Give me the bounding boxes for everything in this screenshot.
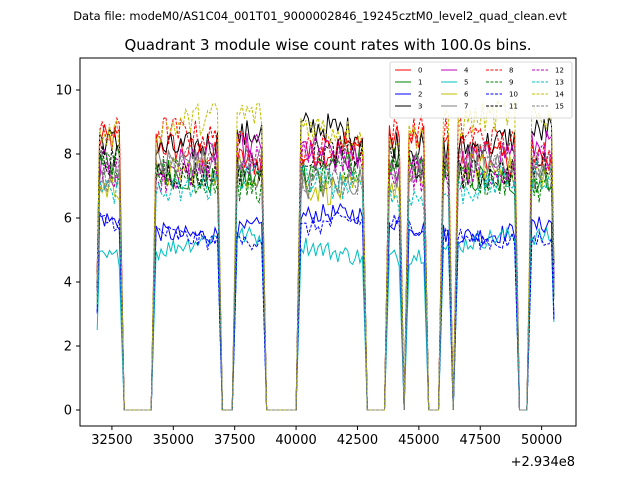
x-tick-label: 42500 [337, 433, 378, 448]
series-layer [96, 100, 555, 411]
series-line-11 [96, 135, 555, 411]
legend-label-15: 15 [555, 103, 564, 111]
legend-label-13: 13 [555, 79, 564, 87]
x-tick-label: 45000 [398, 433, 439, 448]
x-axis: 32500 35000 37500 40000 42500 45000 47500 50000 [91, 426, 562, 448]
chart-title: Quadrant 3 module wise count rates with … [124, 36, 531, 54]
y-tick-label: 8 [64, 148, 72, 163]
y-axis: 0 2 4 6 8 10 [55, 84, 80, 419]
legend-label-9: 9 [509, 79, 513, 87]
legend-label-3: 3 [418, 103, 422, 111]
series-line-1 [96, 142, 555, 411]
x-offset-label: +2.934e8 [511, 455, 575, 470]
series-line-9 [96, 151, 555, 411]
series-line-12 [96, 141, 555, 411]
legend-label-4: 4 [464, 67, 469, 75]
legend-label-7: 7 [464, 103, 468, 111]
series-line-8 [96, 114, 555, 411]
legend-label-5: 5 [464, 79, 468, 87]
legend-label-2: 2 [418, 91, 422, 99]
series-line-4 [96, 130, 555, 411]
y-tick-label: 0 [64, 404, 72, 419]
x-tick-label: 40000 [275, 433, 316, 448]
y-tick-label: 6 [64, 212, 72, 227]
legend-label-6: 6 [464, 91, 469, 99]
legend-label-10: 10 [509, 91, 518, 99]
series-line-13 [96, 160, 555, 411]
legend-label-14: 14 [555, 91, 564, 99]
legend-label-8: 8 [509, 67, 513, 75]
x-tick-label: 32500 [91, 433, 132, 448]
legend-label-11: 11 [509, 103, 518, 111]
x-tick-label: 50000 [521, 433, 562, 448]
x-tick-label: 37500 [214, 433, 255, 448]
y-tick-label: 4 [64, 276, 72, 291]
legend-label-12: 12 [555, 67, 564, 75]
x-tick-label: 47500 [460, 433, 501, 448]
plot-frame [79, 57, 577, 427]
series-line-14 [96, 100, 555, 411]
chart-suptitle: Data file: modeM0/AS1C04_001T01_90000028… [73, 9, 567, 23]
legend-label-0: 0 [418, 67, 422, 75]
legend-label-1: 1 [418, 79, 422, 87]
x-tick-label: 35000 [153, 433, 194, 448]
series-line-10 [96, 211, 555, 411]
series-line-2 [96, 202, 555, 411]
series-line-15 [96, 141, 555, 411]
y-tick-label: 2 [64, 340, 72, 355]
y-tick-label: 10 [55, 84, 72, 99]
legend-box [389, 61, 573, 119]
